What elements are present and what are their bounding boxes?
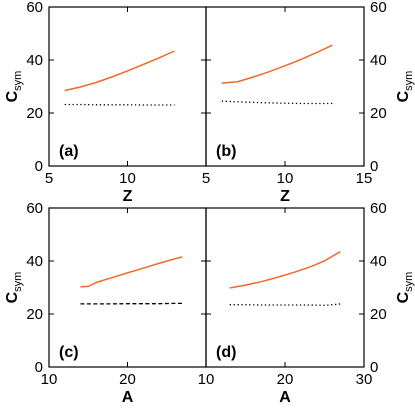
panel-label: (c)	[59, 344, 79, 361]
y-axis-title-subscript: sym	[403, 71, 415, 91]
y-tick-label: 60	[26, 0, 43, 16]
series-solid-line	[229, 251, 341, 289]
x-tick-label: 15	[356, 170, 373, 187]
y-tick-label: 60	[26, 200, 43, 217]
y-tick-label: 20	[26, 105, 43, 122]
x-tick-label: 5	[45, 170, 53, 187]
y-axis-title: Csym	[4, 272, 24, 304]
panel-label: (b)	[216, 143, 236, 160]
series-dashed-line	[80, 302, 183, 305]
x-tick-label: 10	[277, 170, 294, 187]
panel-3: 10 20 0 20 40 60 A Csym (c)	[4, 200, 207, 406]
y-axis-title-subscript: sym	[12, 71, 24, 91]
y-tick-label: 20	[26, 306, 43, 323]
y-tick-label: 40	[370, 253, 387, 270]
series-solid-line	[221, 44, 333, 84]
y-tick-label: 40	[26, 253, 43, 270]
panel-label: (a)	[59, 143, 79, 160]
y-axis-title-main: C	[4, 90, 21, 102]
series-solid-line	[64, 50, 175, 92]
y-axis-title-main: C	[395, 90, 412, 102]
series-dotted-line	[64, 103, 175, 106]
x-tick-label: 10	[41, 371, 58, 388]
y-tick-label: 0	[35, 359, 43, 376]
y-tick-label: 40	[370, 52, 387, 69]
y-axis-title: Csym	[395, 272, 415, 304]
y-axis-title-main: C	[4, 291, 21, 303]
y-tick-label: 0	[35, 158, 43, 175]
panel-4: 10 20 300 20 40 60 A Csym (d)	[198, 200, 415, 406]
y-tick-label: 0	[370, 359, 378, 376]
panel-1: 5 10 0 20 40 60 Z Csym (a)	[4, 0, 207, 205]
y-tick-label: 20	[370, 306, 387, 323]
y-tick-label: 60	[370, 200, 387, 217]
x-tick-label: 10	[198, 371, 215, 388]
y-tick-label: 20	[370, 105, 387, 122]
y-tick-label: 60	[370, 0, 387, 16]
x-tick-label: 20	[277, 371, 294, 388]
y-tick-label: 40	[26, 52, 43, 69]
x-tick-label: 10	[119, 170, 136, 187]
y-axis-title: Csym	[4, 71, 24, 103]
x-axis-title: Z	[280, 188, 290, 205]
x-tick-label: 5	[202, 170, 210, 187]
y-axis-title: Csym	[395, 71, 415, 103]
x-tick-label: 30	[356, 371, 373, 388]
series-dotted-line	[221, 100, 333, 105]
series-dotted-line	[229, 303, 341, 306]
x-tick-label: 20	[119, 371, 136, 388]
y-axis-title-subscript: sym	[403, 272, 415, 292]
panel-label: (d)	[216, 344, 236, 361]
x-axis-title: A	[279, 389, 291, 406]
x-axis-title: Z	[123, 188, 133, 205]
y-axis-title-subscript: sym	[12, 272, 24, 292]
series-solid-line	[80, 256, 183, 288]
y-axis-title-main: C	[395, 291, 412, 303]
y-tick-label: 0	[370, 158, 378, 175]
x-axis-title: A	[122, 389, 134, 406]
panel-2: 5 10 150 20 40 60 Z Csym (b)	[202, 0, 415, 205]
